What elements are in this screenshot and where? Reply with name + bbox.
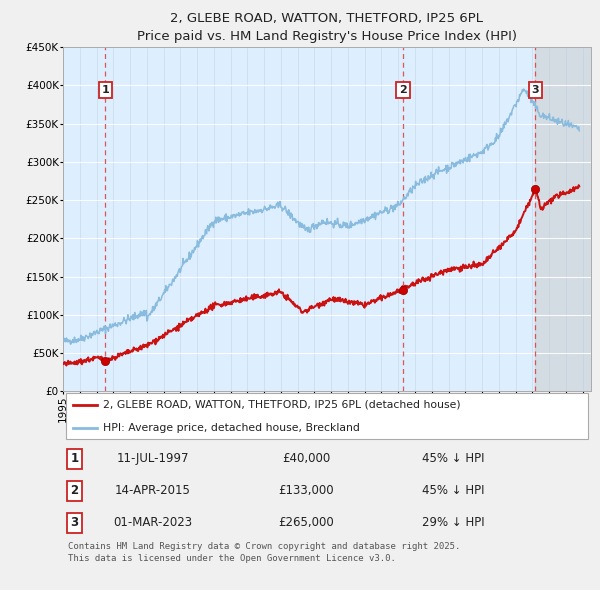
Text: 45% ↓ HPI: 45% ↓ HPI [422, 484, 485, 497]
FancyBboxPatch shape [65, 393, 589, 439]
Text: 14-APR-2015: 14-APR-2015 [115, 484, 191, 497]
Text: £133,000: £133,000 [278, 484, 334, 497]
Text: HPI: Average price, detached house, Breckland: HPI: Average price, detached house, Brec… [103, 422, 359, 432]
Text: £40,000: £40,000 [282, 453, 330, 466]
Text: 3: 3 [532, 85, 539, 95]
Text: 01-MAR-2023: 01-MAR-2023 [113, 516, 193, 529]
Title: 2, GLEBE ROAD, WATTON, THETFORD, IP25 6PL
Price paid vs. HM Land Registry's Hous: 2, GLEBE ROAD, WATTON, THETFORD, IP25 6P… [137, 12, 517, 43]
Text: 1: 1 [101, 85, 109, 95]
Text: £265,000: £265,000 [278, 516, 334, 529]
Text: 11-JUL-1997: 11-JUL-1997 [116, 453, 189, 466]
Text: 1: 1 [71, 453, 79, 466]
Text: 2: 2 [71, 484, 79, 497]
Text: 29% ↓ HPI: 29% ↓ HPI [422, 516, 485, 529]
Text: 2: 2 [399, 85, 407, 95]
Bar [535, 47, 600, 391]
Text: 2, GLEBE ROAD, WATTON, THETFORD, IP25 6PL (detached house): 2, GLEBE ROAD, WATTON, THETFORD, IP25 6P… [103, 399, 460, 409]
Text: Contains HM Land Registry data © Crown copyright and database right 2025.
This d: Contains HM Land Registry data © Crown c… [68, 542, 461, 563]
Text: 3: 3 [71, 516, 79, 529]
Text: 45% ↓ HPI: 45% ↓ HPI [422, 453, 485, 466]
